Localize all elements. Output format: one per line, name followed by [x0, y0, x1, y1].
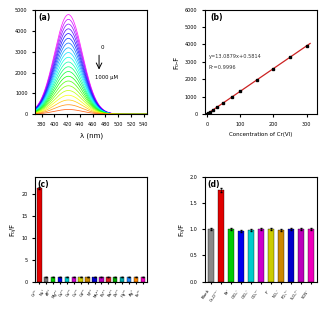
- Bar: [51, 277, 55, 282]
- Y-axis label: F₀/F: F₀/F: [10, 223, 16, 236]
- Bar: [65, 277, 69, 282]
- X-axis label: λ (nm): λ (nm): [79, 132, 103, 139]
- Y-axis label: F₀/F: F₀/F: [178, 223, 184, 236]
- Bar: [58, 277, 62, 282]
- Bar: [72, 277, 76, 282]
- Text: y=13.0879x+0.5814: y=13.0879x+0.5814: [208, 54, 261, 60]
- Bar: [248, 230, 254, 282]
- Bar: [78, 277, 83, 282]
- Bar: [85, 277, 90, 282]
- Text: 1000 μM: 1000 μM: [95, 75, 117, 80]
- Bar: [37, 188, 42, 282]
- Bar: [140, 277, 145, 282]
- Bar: [308, 229, 314, 282]
- Text: (a): (a): [38, 13, 51, 22]
- Bar: [44, 277, 48, 282]
- Bar: [120, 277, 124, 282]
- Bar: [134, 277, 138, 282]
- Bar: [113, 277, 117, 282]
- Y-axis label: F₀-F: F₀-F: [173, 55, 179, 68]
- X-axis label: Concentration of Cr(VI): Concentration of Cr(VI): [229, 132, 292, 137]
- Bar: [238, 231, 244, 282]
- Bar: [298, 229, 304, 282]
- Bar: [127, 277, 131, 282]
- Text: (c): (c): [37, 180, 49, 189]
- Bar: [228, 229, 234, 282]
- Bar: [278, 230, 284, 282]
- Bar: [99, 277, 104, 282]
- Bar: [268, 229, 274, 282]
- Bar: [208, 229, 214, 282]
- Bar: [218, 190, 224, 282]
- Bar: [288, 229, 294, 282]
- Text: (d): (d): [207, 180, 220, 189]
- Bar: [92, 277, 97, 282]
- Text: 0: 0: [100, 45, 104, 51]
- Text: R²=0.9996: R²=0.9996: [208, 65, 236, 70]
- Text: (b): (b): [211, 13, 223, 22]
- Bar: [258, 229, 264, 282]
- Bar: [106, 277, 110, 282]
